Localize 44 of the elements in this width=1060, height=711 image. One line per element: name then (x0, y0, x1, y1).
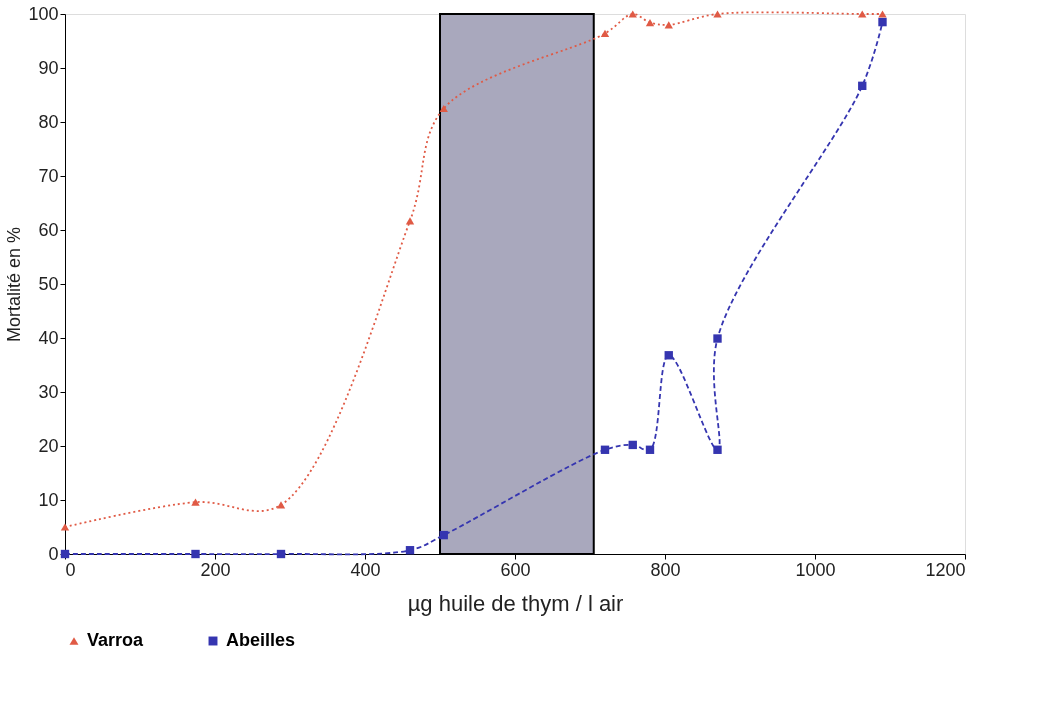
point (600, 445, 610, 454)
point (405, 546, 415, 555)
legend-label: Abeilles (226, 630, 296, 650)
y-tick-label: 0 (48, 543, 59, 564)
point (628, 10, 637, 18)
point (878, 10, 887, 18)
x-tick-label: 600 (500, 559, 531, 580)
y-tick-label: 60 (38, 219, 59, 240)
x-tick-label: 400 (350, 559, 381, 580)
y-tick-label: 20 (38, 435, 59, 456)
point (713, 334, 722, 343)
y-tick-label: 70 (38, 165, 59, 186)
point (439, 104, 448, 113)
point (600, 29, 610, 38)
legend-label: Varroa (87, 630, 145, 650)
x-tick-label: 200 (200, 559, 231, 580)
point (191, 498, 200, 506)
point (878, 17, 887, 27)
point (191, 549, 200, 559)
y-tick-label: 80 (38, 111, 59, 132)
x-axis-title: µg huile de thym / l air (407, 590, 624, 616)
y-tick-label: 90 (38, 57, 59, 78)
point (60, 523, 70, 531)
x-tick-label: 0 (65, 559, 76, 580)
y-axis-title: Mortalité en % (4, 226, 25, 343)
y-tick-label: 40 (38, 327, 59, 348)
point (713, 10, 722, 18)
point (858, 81, 867, 90)
point (664, 21, 673, 29)
point (664, 351, 673, 360)
y-tick-label: 50 (38, 273, 59, 294)
y-tick-label: 10 (38, 489, 59, 510)
point (645, 19, 655, 27)
point (858, 10, 867, 18)
x-tick-label: 800 (650, 559, 681, 580)
point (713, 445, 722, 454)
x-tick-label: 1000 (795, 559, 836, 580)
point (645, 445, 655, 454)
y-tick-label: 100 (28, 3, 59, 24)
y-tick-label: 30 (38, 381, 59, 402)
point (628, 440, 637, 450)
point (439, 530, 448, 540)
point (276, 549, 286, 559)
x-tick-label: 1200 (925, 559, 966, 580)
